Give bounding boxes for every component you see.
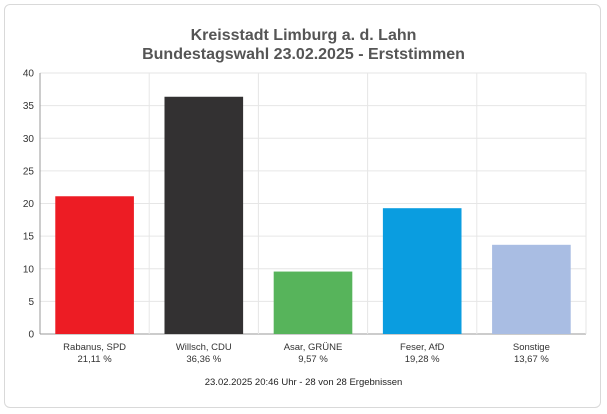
percent-label: 19,28 % xyxy=(405,354,440,365)
x-tick-label: Willsch, CDU xyxy=(176,342,232,353)
bar xyxy=(382,208,462,334)
y-tick-label: 10 xyxy=(23,264,35,275)
chart-subtitle: Bundestagswahl 23.02.2025 - Erststimmen xyxy=(142,46,465,63)
x-tick-label: Sonstige xyxy=(513,342,550,353)
x-tick-label: Asar, GRÜNE xyxy=(284,342,343,353)
y-tick-label: 35 xyxy=(23,101,35,112)
y-tick-label: 40 xyxy=(23,69,35,80)
percent-label: 9,57 % xyxy=(298,354,328,365)
bar xyxy=(164,96,244,334)
percent-label: 36,36 % xyxy=(186,354,221,365)
y-tick-label: 25 xyxy=(23,166,35,177)
percent-label: 13,67 % xyxy=(514,354,549,365)
bar xyxy=(273,271,353,334)
y-tick-label: 0 xyxy=(28,330,34,341)
percent-label: 21,11 % xyxy=(78,354,113,365)
x-tick-label: Feser, AfD xyxy=(400,342,444,353)
y-tick-label: 30 xyxy=(23,134,35,145)
bar xyxy=(492,244,571,334)
bar xyxy=(55,196,134,334)
y-tick-label: 20 xyxy=(23,199,35,210)
chart-footer: 23.02.2025 20:46 Uhr - 28 von 28 Ergebni… xyxy=(204,377,403,388)
chart-title: Kreisstadt Limburg a. d. Lahn xyxy=(190,27,417,44)
y-tick-label: 15 xyxy=(23,232,35,243)
x-tick-label: Rabanus, SPD xyxy=(63,342,126,353)
y-tick-label: 5 xyxy=(28,297,34,308)
